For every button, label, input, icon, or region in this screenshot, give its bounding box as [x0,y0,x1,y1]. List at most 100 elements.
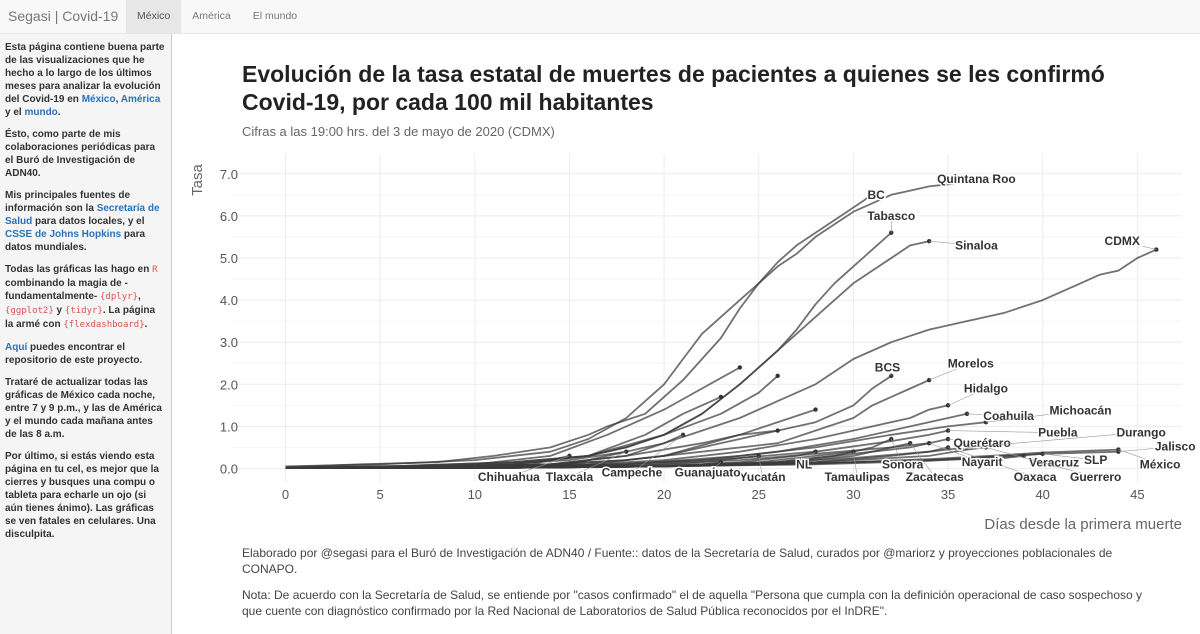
sidebar-paragraph-updates: Trataré de actualizar todas las gráficas… [5,377,162,440]
series-line [285,240,930,469]
series-label: SLP [1084,453,1107,467]
brand-title[interactable]: Segasi | Covid-19 [8,8,119,24]
series-label: Guerrero [1070,470,1121,484]
series-label: Jalisco [1155,440,1196,454]
series-line [285,248,1157,469]
label-leader-line [985,447,1096,478]
tab-mexico[interactable]: México [126,0,182,33]
link-secretaria-salud[interactable]: Secretaría de Salud [5,203,160,227]
code-dplyr: {dplyr} [100,292,138,302]
y-tick-label: 2.0 [220,377,238,392]
series-line [285,429,778,469]
series-line [285,194,873,469]
code-ggplot2: {ggplot2} [5,306,54,316]
x-tick-label: 40 [1035,487,1049,502]
series-endpoint [813,407,818,412]
series-line [285,181,968,468]
sources-text: para datos locales, y el [32,216,145,227]
y-tick-label: 7.0 [220,167,238,182]
label-leader-line [1118,446,1176,452]
label-leader-line [707,461,722,473]
sources-text: Mis principales fuentes de información s… [5,190,131,214]
sidebar-paragraph-repo: Aquí puedes encontrar el repositorio de … [5,341,166,367]
sidebar-paragraph-intro: Esta página contiene buena parte de las … [5,41,166,119]
series-line [285,375,892,469]
label-leader-line [853,451,858,477]
y-tick-label: 6.0 [220,209,238,224]
y-tick-label: 3.0 [220,335,238,350]
label-leader-line [758,455,763,477]
series-label: BCS [875,360,900,374]
series-label: Coahuila [983,409,1034,423]
x-tick-label: 30 [846,487,860,502]
series-label: Sinaloa [955,238,998,252]
link-repositorio[interactable]: Aquí [5,342,28,353]
x-axis-label: Días desde la primera muerte [984,516,1182,533]
series-endpoint [1040,451,1045,456]
x-tick-label: 25 [752,487,766,502]
label-leader-line [890,438,903,465]
series-label: Michoacán [1050,403,1112,417]
sidebar-paragraph-mobile: Por último, si estás viendo esta página … [5,451,159,540]
series-endpoint [1116,447,1121,452]
series-label: Puebla [1038,426,1078,440]
chart-subtitle: Cifras a las 19:00 hrs. del 3 de mayo de… [242,124,555,139]
x-tick-label: 35 [941,487,955,502]
series-endpoint [775,373,780,379]
series-endpoint [945,436,951,442]
link-csse-johns-hopkins[interactable]: CSSE de Johns Hopkins [5,229,122,240]
series-line [285,232,892,469]
series-label: Tlaxcala [546,470,594,484]
tab-el-mundo[interactable]: El mundo [252,10,298,22]
x-tick-label: 20 [657,487,671,502]
label-leader-line [966,178,977,183]
series-label: CDMX [1105,234,1140,248]
series-label: Sonora [882,457,924,471]
repo-text: puedes encontrar el repositorio de este … [5,342,143,366]
x-tick-label: 5 [377,487,384,502]
tools-text: combinando la magia de -fundamentalmente… [5,278,128,302]
link-mexico[interactable]: México [81,94,116,105]
label-leader-line [947,447,1036,478]
series-label: Nayarit [962,455,1003,469]
tools-text: y [53,305,65,316]
sidebar-paragraph-tools: Todas las gráficas las hago en R combina… [5,263,166,332]
chart-axes: 0.0 1.0 2.0 3.0 4.0 5.0 6.0 7.0 0 5 10 15 20 25 30 35 40… [189,164,1182,533]
series-endpoint [775,428,780,433]
link-mundo[interactable]: mundo [24,107,58,118]
x-tick-label: 15 [562,487,576,502]
series-label: Campeche [602,466,663,480]
series-endpoint [889,436,894,442]
series-endpoint [851,449,856,454]
label-leader-line [929,240,977,246]
label-leader-line [1042,453,1096,461]
label-leader-line [1118,449,1161,465]
series-label: Hidalgo [964,382,1008,396]
sidebar-paragraph-adn40: Ésto, como parte de mis colaboraciones p… [5,129,156,179]
label-leader-line [929,442,983,463]
series-label: Oaxaca [1014,470,1057,484]
label-leader-line [909,443,936,478]
series-label: Quintana Roo [937,172,1016,186]
series-label: Tamaulipas [825,470,890,484]
intro-sep: y el [5,107,25,118]
label-leader-line [948,438,983,444]
tab-america[interactable]: América [192,10,231,22]
series-endpoint [964,411,970,416]
chart-caption: Elaborado por @segasi para el Buró de In… [242,546,1113,576]
link-america[interactable]: América [120,94,161,105]
label-leader-line [966,413,1009,417]
label-leader-line [1122,240,1157,250]
line-chart: 0.0 1.0 2.0 3.0 4.0 5.0 6.0 7.0 0 5 10 15 20 25 30 35 40… [189,154,1197,533]
series-label: Chihuahua [478,470,540,484]
intro-sep: , [115,94,121,105]
label-leader-line [631,434,684,473]
code-r: R [152,265,158,275]
series-label: Tabasco [867,209,915,223]
sidebar: Esta página contiene buena parte de las … [0,34,172,634]
series-endpoint [624,449,629,454]
series-endpoint [718,394,724,400]
tools-text: , [137,291,141,302]
nav-tabs: México América El mundo [126,0,308,33]
y-tick-label: 0.0 [220,462,238,477]
